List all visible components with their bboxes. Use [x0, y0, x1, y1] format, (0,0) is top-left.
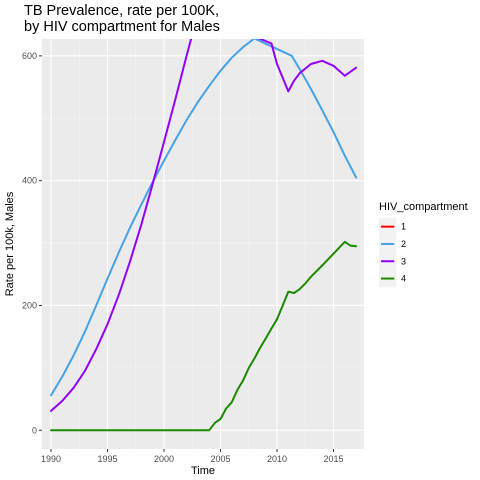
- x-tick-label: 2005: [210, 454, 230, 464]
- x-tick-label: 2000: [154, 454, 174, 464]
- legend-label-3: 3: [401, 256, 406, 266]
- plot-panel: [42, 39, 364, 449]
- x-tick-label: 2010: [267, 454, 287, 464]
- y-tick-label: 200: [22, 300, 37, 310]
- series-line-3: [50, 39, 358, 412]
- x-tick-label: 1990: [41, 454, 61, 464]
- y-axis-title: Rate per 100k, Males: [4, 191, 16, 296]
- y-tick-label: 600: [22, 51, 37, 61]
- legend-label-2: 2: [401, 239, 406, 249]
- grid-major: [42, 39, 364, 449]
- legend-title: HIV_compartment: [379, 201, 468, 213]
- y-axis: 0 200 400 600: [22, 51, 42, 435]
- x-axis: 1990 1995 2000 2005 2010 2015: [41, 449, 344, 464]
- legend-label-4: 4: [401, 274, 406, 284]
- chart-title-line-2: by HIV compartment for Males: [24, 19, 220, 35]
- series-line-4: [50, 240, 358, 432]
- x-axis-title: Time: [191, 465, 215, 477]
- chart-title-line-1: TB Prevalence, rate per 100K,: [24, 3, 220, 19]
- series-line-2: [50, 39, 358, 397]
- legend: 1 2 3 4: [379, 218, 406, 288]
- x-tick-label: 1995: [98, 454, 118, 464]
- series-layer: [50, 39, 358, 432]
- x-tick-label: 2015: [323, 454, 343, 464]
- y-tick-label: 400: [22, 176, 37, 186]
- legend-label-1: 1: [401, 222, 406, 232]
- y-tick-label: 0: [32, 425, 37, 435]
